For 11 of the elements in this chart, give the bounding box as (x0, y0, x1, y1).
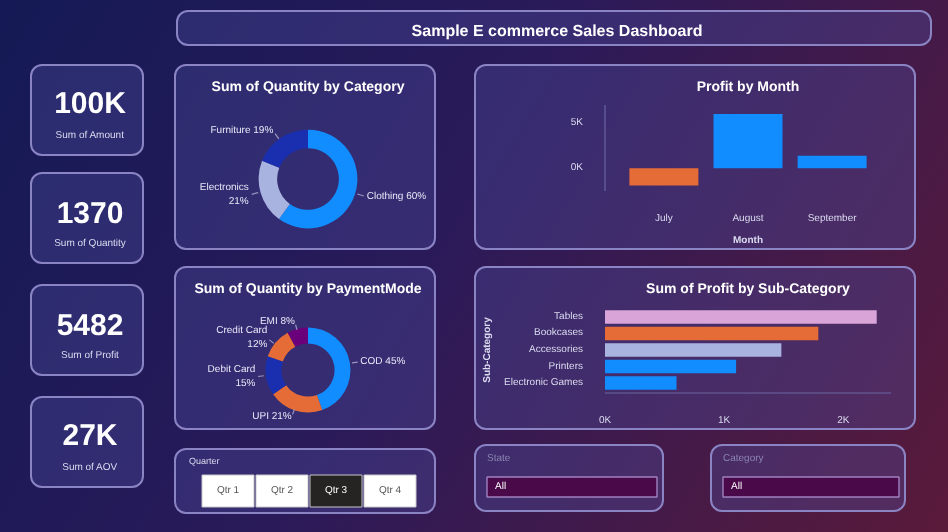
text: 100K (54, 86, 127, 121)
bar (629, 168, 699, 186)
text: 5482 (56, 308, 124, 343)
bar (713, 114, 783, 169)
bar (605, 326, 819, 341)
bar (797, 155, 867, 169)
bar (605, 310, 877, 324)
bar (605, 343, 782, 357)
text: 27K (62, 418, 118, 453)
text: 1370 (56, 196, 124, 231)
text: Sample E commerce Sales Dashboard (411, 22, 703, 40)
